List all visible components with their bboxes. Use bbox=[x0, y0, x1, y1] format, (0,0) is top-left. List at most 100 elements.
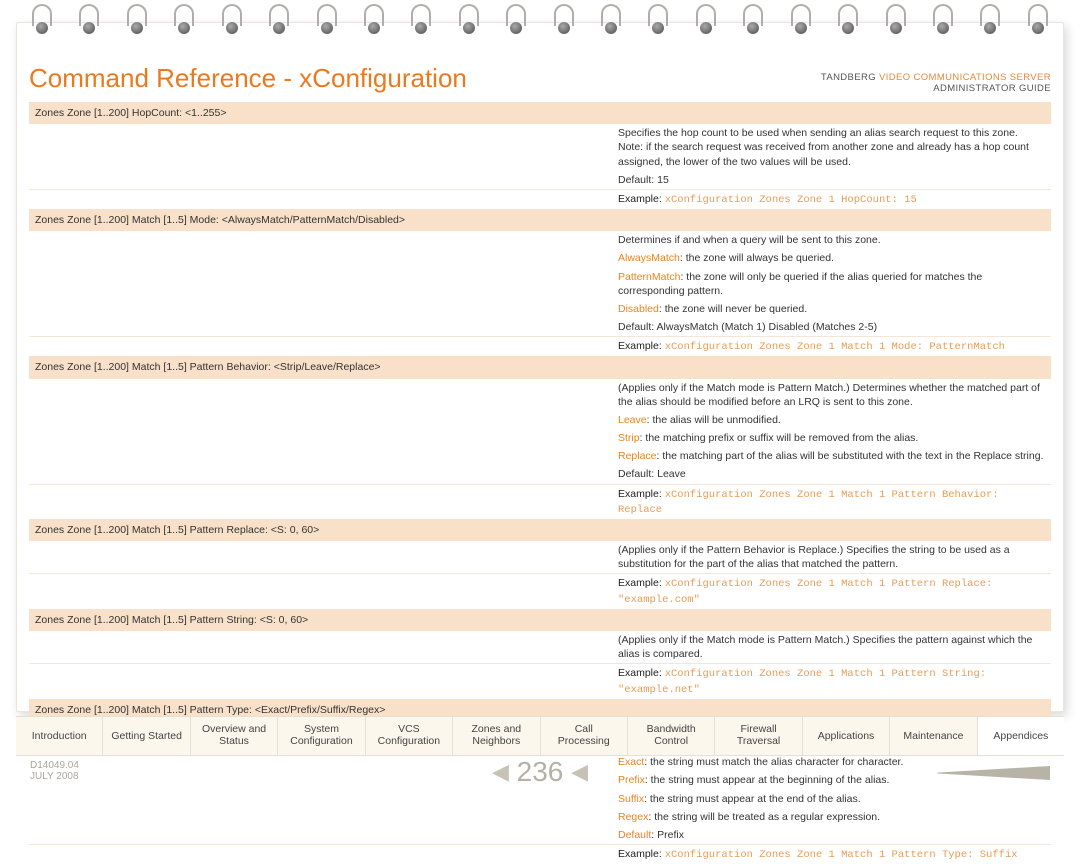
example-label: Example: bbox=[618, 340, 662, 352]
command-body-row: Default: AlwaysMatch (Match 1) Disabled … bbox=[29, 318, 1051, 337]
command-example-row: Example: xConfiguration Zones Zone 1 Mat… bbox=[29, 845, 1051, 864]
option-text: : the string will be treated as a regula… bbox=[648, 811, 880, 823]
command-default: Default: AlwaysMatch (Match 1) Disabled … bbox=[618, 321, 877, 333]
command-desc: (Applies only if the Match mode is Patte… bbox=[618, 634, 1032, 660]
option-text: : the matching part of the alias will be… bbox=[657, 450, 1044, 462]
tab-bandwidth-control[interactable]: BandwidthControl bbox=[628, 717, 715, 755]
binding-ring bbox=[30, 4, 54, 46]
command-body-row: Replace: the matching part of the alias … bbox=[29, 447, 1051, 465]
brand-product: VIDEO COMMUNICATIONS SERVER bbox=[879, 72, 1051, 83]
command-name: Zones Zone [1..200] HopCount: <1..255> bbox=[29, 102, 1051, 124]
tab-label: FirewallTraversal bbox=[737, 724, 780, 747]
example-code: xConfiguration Zones Zone 1 Match 1 Mode… bbox=[665, 341, 1005, 353]
tab-call-processing[interactable]: CallProcessing bbox=[541, 717, 628, 755]
command-desc: Specifies the hop count to be used when … bbox=[618, 127, 1029, 167]
tab-appendices[interactable]: Appendices bbox=[978, 717, 1064, 755]
command-header-row: Zones Zone [1..200] Match [1..5] Pattern… bbox=[29, 609, 1051, 631]
command-example-row: Example: xConfiguration Zones Zone 1 Mat… bbox=[29, 574, 1051, 609]
page-number-value: 236 bbox=[517, 756, 564, 787]
example-label: Example: bbox=[618, 667, 662, 679]
option-key: Replace bbox=[618, 450, 657, 462]
binding-ring bbox=[220, 4, 244, 46]
example-code: xConfiguration Zones Zone 1 Match 1 Patt… bbox=[618, 489, 999, 516]
command-example-row: Example: xConfiguration Zones Zone 1 Mat… bbox=[29, 337, 1051, 357]
binding-ring bbox=[1026, 4, 1050, 46]
tab-label: BandwidthControl bbox=[647, 724, 696, 747]
tab-applications[interactable]: Applications bbox=[803, 717, 890, 755]
command-desc: (Applies only if the Pattern Behavior is… bbox=[618, 544, 1010, 570]
command-body-row: PatternMatch: the zone will only be quer… bbox=[29, 268, 1051, 300]
option-text: : the alias will be unmodified. bbox=[647, 414, 781, 426]
option-text: : the string must appear at the end of t… bbox=[644, 793, 861, 805]
binding-ring bbox=[315, 4, 339, 46]
command-body-row: Default: 15 bbox=[29, 171, 1051, 190]
command-desc: (Applies only if the Match mode is Patte… bbox=[618, 382, 1040, 408]
option-key: Regex bbox=[618, 811, 648, 823]
example-label: Example: bbox=[618, 577, 662, 589]
option-key: PatternMatch bbox=[618, 271, 680, 283]
page-header: Command Reference - xConfiguration TANDB… bbox=[17, 63, 1063, 102]
binding-ring bbox=[409, 4, 433, 46]
page-title: Command Reference - xConfiguration bbox=[29, 63, 467, 94]
option-key: Strip bbox=[618, 432, 640, 444]
option-key: Disabled bbox=[618, 303, 659, 315]
binding-ring bbox=[362, 4, 386, 46]
tab-getting-started[interactable]: Getting Started bbox=[103, 717, 190, 755]
binding-ring bbox=[978, 4, 1002, 46]
command-body-row: AlwaysMatch: the zone will always be que… bbox=[29, 249, 1051, 267]
option-key: Suffix bbox=[618, 793, 644, 805]
tab-label: SystemConfiguration bbox=[290, 724, 352, 747]
binding-ring bbox=[646, 4, 670, 46]
binding-ring bbox=[789, 4, 813, 46]
tab-introduction[interactable]: Introduction bbox=[16, 717, 103, 755]
binding-ring bbox=[599, 4, 623, 46]
binding-ring bbox=[931, 4, 955, 46]
tab-label: Introduction bbox=[32, 730, 87, 742]
tab-firewall-traversal[interactable]: FirewallTraversal bbox=[715, 717, 802, 755]
command-name: Zones Zone [1..200] Match [1..5] Pattern… bbox=[29, 519, 1051, 541]
command-body-row: Regex: the string will be treated as a r… bbox=[29, 808, 1051, 826]
brand-guide: ADMINISTRATOR GUIDE bbox=[933, 83, 1051, 94]
tab-label: Applications bbox=[818, 730, 875, 742]
command-default: Default: 15 bbox=[618, 174, 669, 186]
binding-ring bbox=[504, 4, 528, 46]
binding-ring bbox=[172, 4, 196, 46]
option-key: Leave bbox=[618, 414, 647, 426]
doc-brand: TANDBERG VIDEO COMMUNICATIONS SERVER ADM… bbox=[821, 72, 1051, 94]
tab-label: Zones andNeighbors bbox=[472, 724, 522, 747]
command-body-row: (Applies only if the Pattern Behavior is… bbox=[29, 541, 1051, 574]
example-code: xConfiguration Zones Zone 1 HopCount: 15 bbox=[665, 194, 917, 206]
example-label: Example: bbox=[618, 193, 662, 205]
command-body-row: Disabled: the zone will never be queried… bbox=[29, 300, 1051, 318]
binding-ring bbox=[457, 4, 481, 46]
command-header-row: Zones Zone [1..200] Match [1..5] Mode: <… bbox=[29, 209, 1051, 231]
binding-ring bbox=[741, 4, 765, 46]
tab-label: CallProcessing bbox=[558, 724, 610, 747]
option-key: AlwaysMatch bbox=[618, 252, 680, 264]
command-name: Zones Zone [1..200] Match [1..5] Pattern… bbox=[29, 609, 1051, 631]
example-label: Example: bbox=[618, 848, 662, 860]
binding-ring bbox=[125, 4, 149, 46]
tab-maintenance[interactable]: Maintenance bbox=[890, 717, 977, 755]
tab-label: Maintenance bbox=[903, 730, 963, 742]
binding-ring bbox=[77, 4, 101, 46]
tab-zones-neighbors[interactable]: Zones andNeighbors bbox=[453, 717, 540, 755]
command-body-row: Default: Prefix bbox=[29, 826, 1051, 845]
command-name: Zones Zone [1..200] Match [1..5] Mode: <… bbox=[29, 209, 1051, 231]
command-body-row: (Applies only if the Match mode is Patte… bbox=[29, 631, 1051, 664]
command-body-row: Suffix: the string must appear at the en… bbox=[29, 790, 1051, 808]
tab-label: Getting Started bbox=[111, 730, 182, 742]
tab-vcs-configuration[interactable]: VCSConfiguration bbox=[366, 717, 453, 755]
command-body-row: Default: Leave bbox=[29, 465, 1051, 484]
command-example-row: Example: xConfiguration Zones Zone 1 Hop… bbox=[29, 189, 1051, 209]
example-code: xConfiguration Zones Zone 1 Match 1 Patt… bbox=[618, 668, 986, 695]
example-code: xConfiguration Zones Zone 1 Match 1 Patt… bbox=[618, 578, 992, 605]
prev-page-icon[interactable]: ◀ bbox=[492, 759, 509, 784]
binding-ring bbox=[267, 4, 291, 46]
tab-system-configuration[interactable]: SystemConfiguration bbox=[278, 717, 365, 755]
command-body-row: Determines if and when a query will be s… bbox=[29, 231, 1051, 249]
tab-overview-status[interactable]: Overview andStatus bbox=[191, 717, 278, 755]
command-example-row: Example: xConfiguration Zones Zone 1 Mat… bbox=[29, 484, 1051, 519]
next-page-icon[interactable]: ◀ bbox=[571, 759, 588, 784]
command-body-row: Specifies the hop count to be used when … bbox=[29, 124, 1051, 171]
